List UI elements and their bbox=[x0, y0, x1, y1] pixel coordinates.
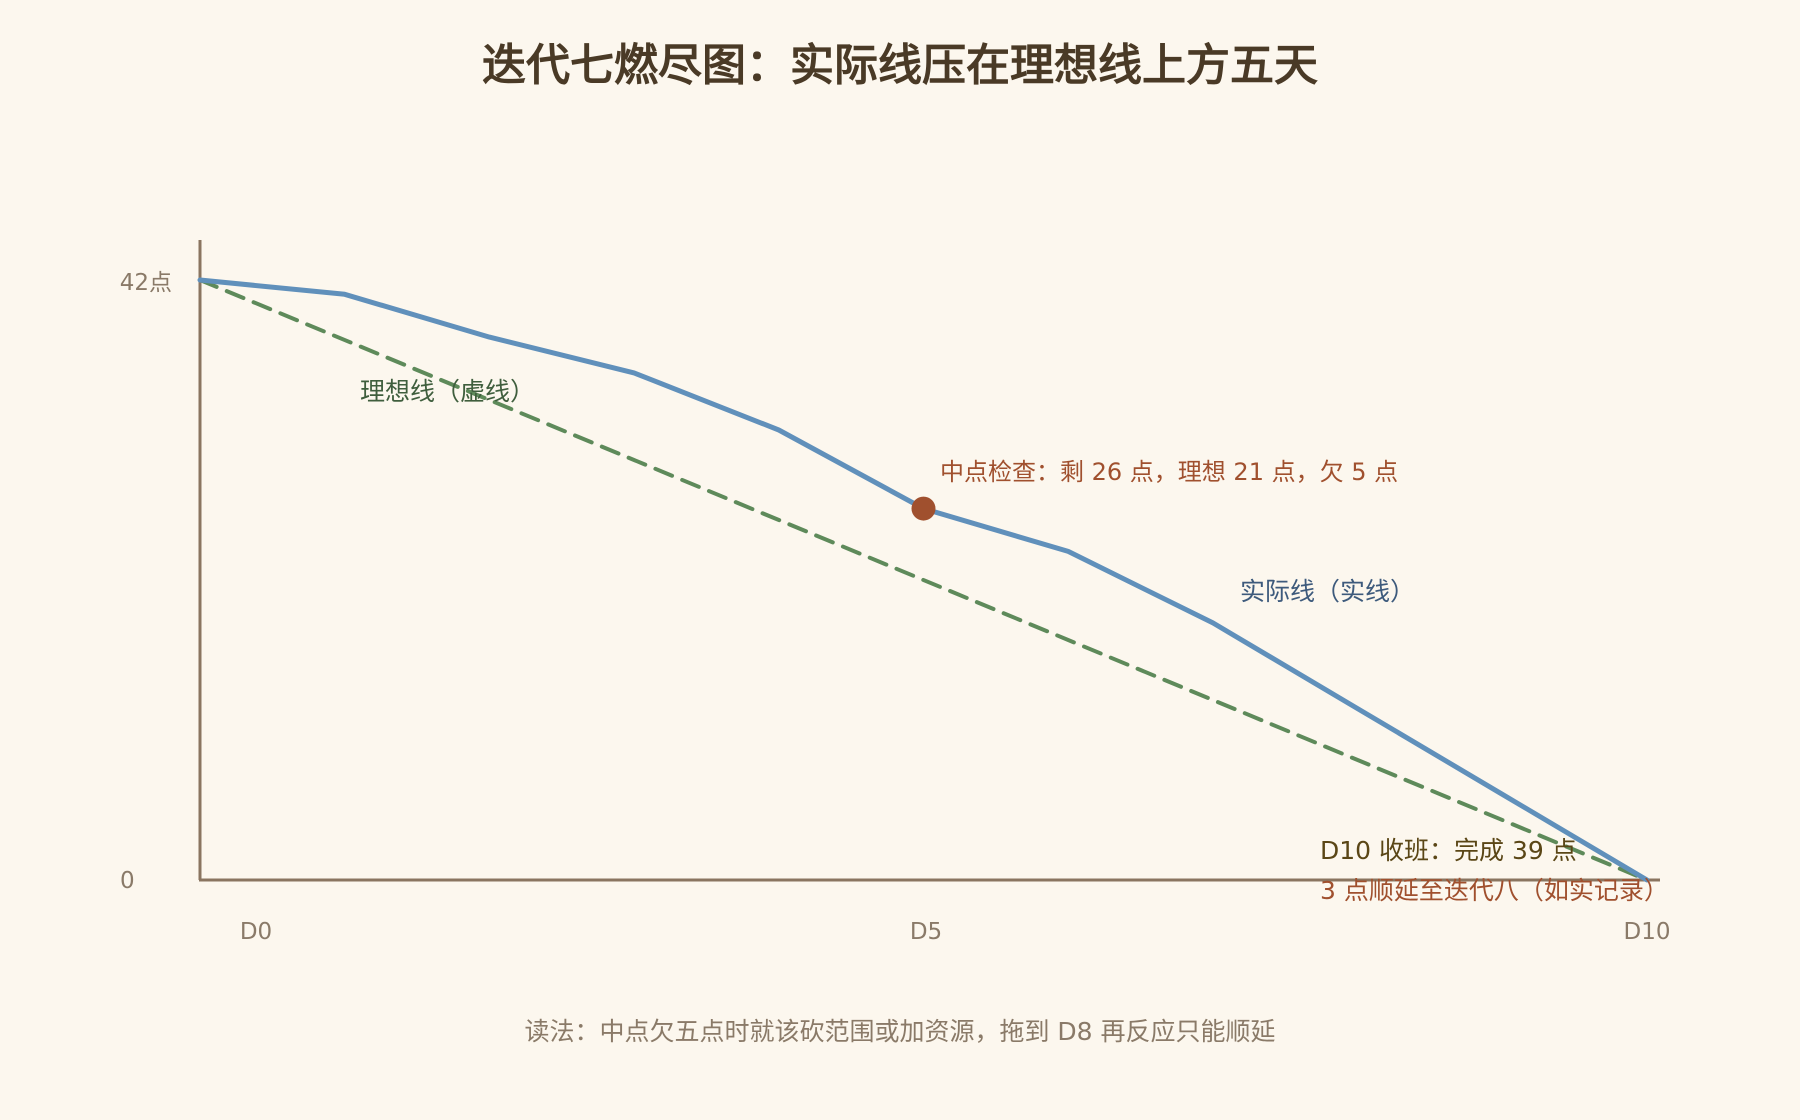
ideal-line-label: 理想线（虚线） bbox=[360, 377, 535, 406]
midpoint-marker bbox=[911, 496, 936, 521]
midpoint-annotation: 中点检查：剩 26 点，理想 21 点，欠 5 点 bbox=[940, 458, 1398, 486]
y-tick-label-bottom: 0 bbox=[120, 868, 135, 894]
actual-line-label: 实际线（实线） bbox=[1240, 577, 1415, 606]
chart-caption: 读法：中点欠五点时就该砍范围或加资源，拖到 D8 再反应只能顺延 bbox=[524, 1017, 1275, 1046]
x-tick-label-start: D0 bbox=[240, 919, 272, 945]
x-tick-label-end: D10 bbox=[1624, 919, 1671, 945]
x-tick-label-mid: D5 bbox=[910, 919, 942, 945]
chart-title: 迭代七燃尽图：实际线压在理想线上方五天 bbox=[482, 40, 1318, 91]
ideal-series-line bbox=[198, 278, 1649, 882]
y-tick-label-top: 42点 bbox=[120, 270, 172, 296]
end-annotation-line1: D10 收班：完成 39 点 bbox=[1320, 836, 1577, 865]
series-layer bbox=[197, 277, 1650, 883]
chart-axes bbox=[198, 240, 1660, 882]
end-annotation-line2: 3 点顺延至迭代八（如实记录） bbox=[1320, 876, 1669, 905]
